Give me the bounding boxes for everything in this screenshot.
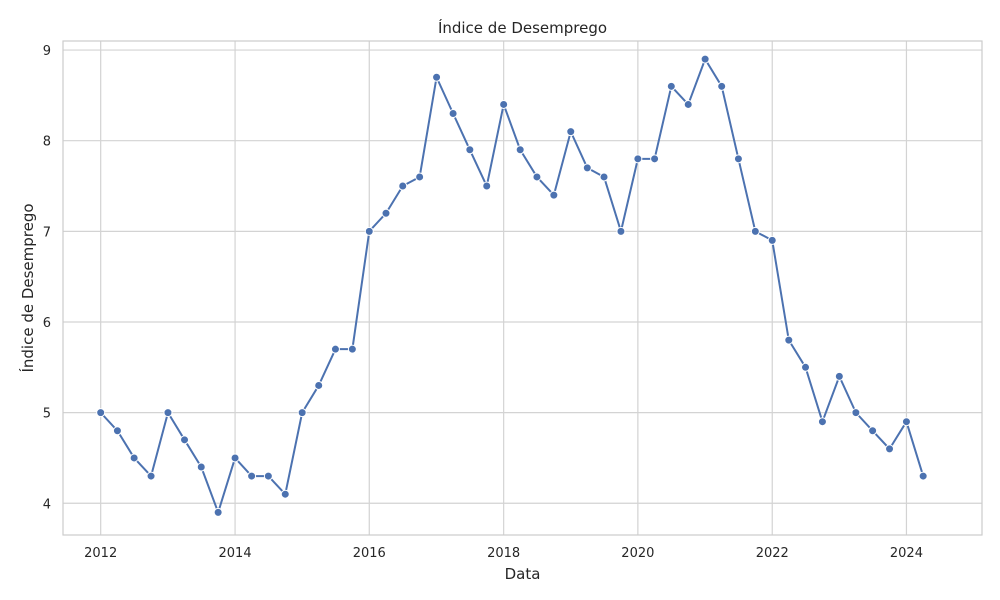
x-tick-label: 2014 bbox=[219, 546, 252, 561]
data-point bbox=[666, 81, 676, 91]
data-point bbox=[112, 426, 122, 436]
data-point bbox=[465, 145, 475, 155]
data-point bbox=[96, 408, 106, 418]
data-point bbox=[163, 408, 173, 418]
data-point bbox=[432, 72, 442, 82]
y-axis-label: Índice de Desemprego bbox=[18, 203, 37, 372]
x-tick-label: 2012 bbox=[84, 546, 117, 561]
data-point bbox=[901, 417, 911, 427]
y-tick-label: 6 bbox=[43, 316, 51, 331]
x-tick-label: 2016 bbox=[353, 546, 386, 561]
x-tick-label: 2022 bbox=[756, 546, 789, 561]
data-point bbox=[717, 81, 727, 91]
data-point bbox=[834, 371, 844, 381]
data-point bbox=[851, 408, 861, 418]
data-point bbox=[817, 417, 827, 427]
data-point bbox=[180, 435, 190, 445]
data-point bbox=[263, 471, 273, 481]
data-point bbox=[683, 99, 693, 109]
data-point bbox=[247, 471, 257, 481]
y-tick-label: 9 bbox=[43, 44, 51, 59]
x-tick-label: 2018 bbox=[487, 546, 520, 561]
data-point bbox=[146, 471, 156, 481]
data-point bbox=[784, 335, 794, 345]
data-point bbox=[213, 507, 223, 517]
grid bbox=[63, 41, 982, 535]
data-point bbox=[700, 54, 710, 64]
data-point bbox=[415, 172, 425, 182]
series-line bbox=[99, 58, 925, 514]
data-point bbox=[364, 226, 374, 236]
plot-frame bbox=[62, 40, 983, 536]
data-point bbox=[129, 453, 139, 463]
data-point bbox=[801, 362, 811, 372]
data-point bbox=[633, 154, 643, 164]
data-point bbox=[582, 163, 592, 173]
y-tick-label: 7 bbox=[43, 225, 51, 240]
data-point bbox=[499, 99, 509, 109]
data-point bbox=[549, 190, 559, 200]
data-point bbox=[750, 226, 760, 236]
data-point bbox=[314, 380, 324, 390]
y-tick-label: 8 bbox=[43, 135, 51, 150]
data-point bbox=[347, 344, 357, 354]
y-tick-labels: 4 5 6 7 8 9 bbox=[43, 44, 51, 512]
series-layer bbox=[96, 54, 928, 517]
x-tick-label: 2020 bbox=[621, 546, 654, 561]
data-point bbox=[515, 145, 525, 155]
data-point bbox=[448, 109, 458, 119]
x-tick-label: 2024 bbox=[890, 546, 923, 561]
y-tick-label: 4 bbox=[43, 497, 51, 512]
data-point bbox=[280, 489, 290, 499]
x-tick-labels: 2012 2014 2016 2018 2020 2022 2024 bbox=[84, 546, 923, 561]
data-point bbox=[885, 444, 895, 454]
data-point bbox=[532, 172, 542, 182]
data-point bbox=[566, 127, 576, 137]
data-point bbox=[398, 181, 408, 191]
data-point bbox=[616, 226, 626, 236]
data-point bbox=[767, 235, 777, 245]
data-point bbox=[482, 181, 492, 191]
data-point bbox=[868, 426, 878, 436]
x-axis-label: Data bbox=[505, 565, 541, 583]
y-tick-label: 5 bbox=[43, 407, 51, 422]
data-point bbox=[650, 154, 660, 164]
data-point bbox=[230, 453, 240, 463]
data-point bbox=[599, 172, 609, 182]
chart-title: Índice de Desemprego bbox=[438, 18, 607, 37]
data-point bbox=[297, 408, 307, 418]
data-point bbox=[381, 208, 391, 218]
data-point bbox=[918, 471, 928, 481]
data-point bbox=[733, 154, 743, 164]
data-point bbox=[196, 462, 206, 472]
data-point bbox=[330, 344, 340, 354]
